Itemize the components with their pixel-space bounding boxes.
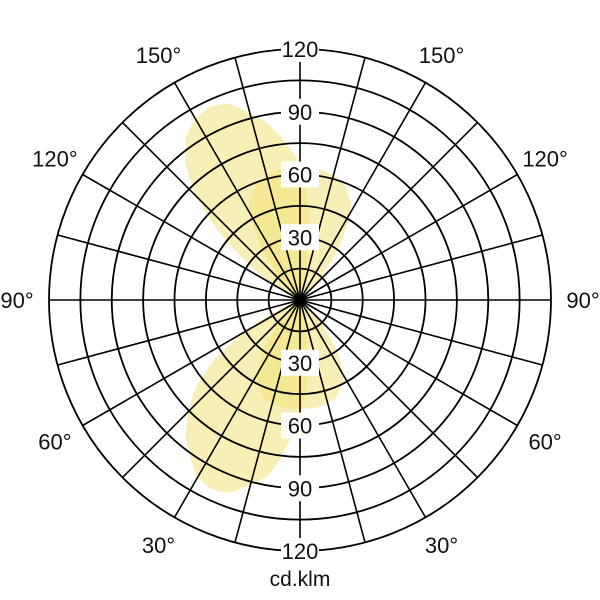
- grid-spoke: [299, 299, 543, 366]
- grid-spoke: [299, 173, 518, 301]
- angle-label-right: 150°: [419, 43, 465, 68]
- ring-label: 90: [288, 476, 312, 501]
- grid-spoke: [299, 299, 366, 543]
- axis-labels: 30 30 60 60 90 90 120 120 30° 30° 60° 60° 90° 90° 120°…: [0, 36, 600, 564]
- label-background: [281, 412, 319, 439]
- ring-label: 60: [288, 163, 312, 188]
- grid-spoke: [82, 299, 301, 427]
- grid-spoke: [299, 57, 366, 301]
- grid-spoke: [57, 299, 301, 366]
- label-background: [281, 36, 319, 62]
- grid-spoke: [299, 299, 427, 518]
- grid-spoke: [57, 234, 301, 301]
- angle-label-left: 30°: [142, 533, 175, 558]
- grid-spoke: [234, 299, 301, 543]
- label-background: [281, 98, 319, 125]
- ring-label: 90: [288, 100, 312, 125]
- grid-spoke: [299, 82, 427, 301]
- ring-label: 30: [288, 351, 312, 376]
- label-background: [281, 475, 319, 502]
- grid-spoke: [121, 121, 301, 301]
- grid-spoke: [82, 173, 301, 301]
- grid-spoke: [299, 299, 479, 479]
- angle-label-left: 150°: [136, 43, 182, 68]
- label-background: [281, 349, 319, 376]
- angle-label-left: 60°: [38, 430, 71, 455]
- grid-spoke: [173, 82, 301, 301]
- angle-label-right: 30°: [425, 533, 458, 558]
- unit-label: cd.klm: [270, 568, 331, 591]
- center-point: [295, 295, 305, 305]
- grid-spoke: [234, 57, 301, 301]
- label-background: [281, 538, 319, 564]
- angle-label-right: 60°: [528, 430, 561, 455]
- ring-label: 30: [288, 225, 312, 250]
- ring-label: 120: [282, 539, 319, 564]
- label-background: [281, 161, 319, 188]
- label-background: [281, 224, 319, 251]
- grid-spoke: [121, 299, 301, 479]
- angle-label-left: 120°: [32, 147, 78, 172]
- grid-spoke: [299, 234, 543, 301]
- angle-label-right: 90°: [566, 288, 599, 313]
- angle-label-right: 120°: [522, 147, 568, 172]
- grid-spoke: [173, 299, 301, 518]
- angle-label-left: 90°: [0, 288, 33, 313]
- ring-label: 60: [288, 414, 312, 439]
- grid-spoke: [299, 299, 518, 427]
- grid-spoke: [299, 121, 479, 301]
- ring-label: 120: [282, 37, 319, 62]
